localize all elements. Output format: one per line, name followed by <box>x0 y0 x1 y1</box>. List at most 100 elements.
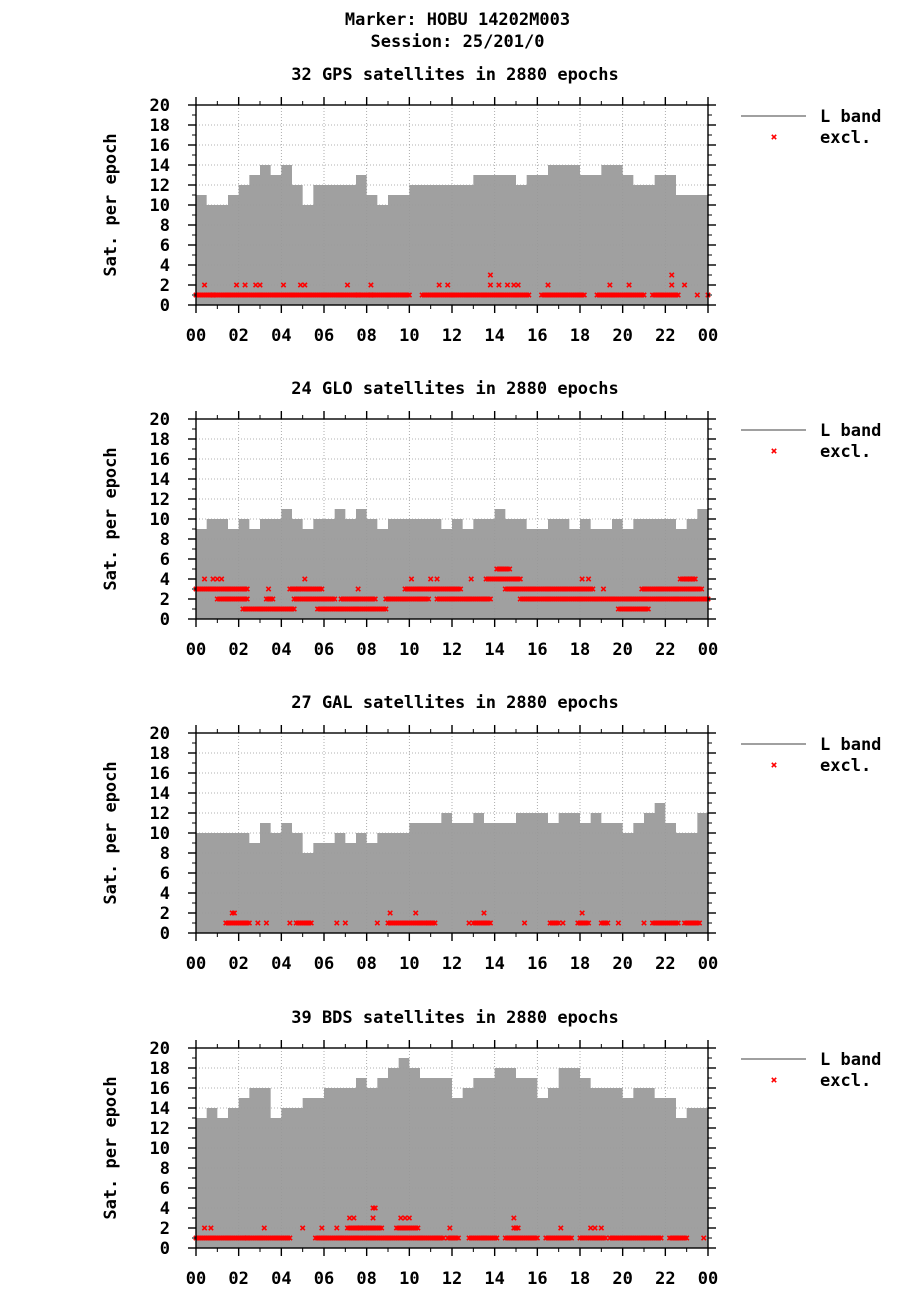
chart4-excl-point <box>455 1235 462 1241</box>
chart2-legend-l-band: L band <box>820 421 881 441</box>
chart3-title: 27 GAL satellites in 2880 epochs <box>291 693 619 713</box>
chart2-excl-point <box>506 566 513 572</box>
chart2-excl-point <box>585 576 592 582</box>
chart1-excl-point <box>280 282 287 288</box>
chart4-x-tick-label: 00 <box>698 1269 718 1289</box>
chart3-y-tick-label: 14 <box>150 784 170 804</box>
chart3-x-tick-label: 22 <box>655 954 675 974</box>
chart1-x-tick-label: 02 <box>228 326 248 346</box>
chart1-x-tick-label: 06 <box>314 326 334 346</box>
chart4-y-tick-label: 8 <box>160 1159 170 1179</box>
chart2-excl-point <box>214 576 221 582</box>
chart1-excl-point <box>355 292 361 298</box>
chart2-y-tick-label: 6 <box>160 550 170 570</box>
chart4-excl-point <box>568 1235 575 1241</box>
chart1-y-tick-label: 6 <box>160 236 170 256</box>
chart1-excl-point <box>668 282 675 288</box>
chart2-x-tick-label: 06 <box>314 640 334 660</box>
chart3-y-tick-label: 10 <box>150 824 170 844</box>
chart1-excl-point <box>545 282 551 288</box>
chart2-legend-excl: excl. <box>820 442 871 462</box>
chart1-excl-point <box>694 292 701 298</box>
chart3-excl-point <box>412 910 419 916</box>
chart2-excl-point <box>579 576 585 582</box>
chart4-y-axis-label: Sat. per epoch <box>101 1076 121 1219</box>
chart1-legend-excl-swatch <box>771 134 777 140</box>
chart3-y-tick-label: 6 <box>160 864 170 884</box>
chart1-y-tick-label: 0 <box>160 296 170 316</box>
chart4-excl-point <box>602 1235 609 1241</box>
chart3-legend-excl: excl. <box>820 756 871 776</box>
chart2-y-tick-label: 18 <box>150 430 170 450</box>
chart4-excl-point <box>415 1225 421 1231</box>
chart4-y-tick-label: 16 <box>150 1079 170 1099</box>
chart3-excl-point <box>604 920 611 926</box>
chart1-y-tick-label: 16 <box>150 136 170 156</box>
chart4-excl-point <box>700 1235 707 1241</box>
chart2-excl-point <box>590 586 596 592</box>
chart4-excl-point <box>592 1225 598 1231</box>
chart2-x-tick-label: 00 <box>186 640 206 660</box>
chart2-excl-point <box>600 586 607 592</box>
chart1-excl-point <box>444 282 451 288</box>
chart4-excl-point <box>346 1215 353 1221</box>
chart4-x-tick-label: 12 <box>442 1269 462 1289</box>
chart1-x-tick-label: 00 <box>698 326 718 346</box>
chart2-y-tick-label: 0 <box>160 610 170 630</box>
chart1-excl-point <box>257 282 263 288</box>
chart1-y-tick-label: 18 <box>150 116 170 136</box>
chart1-y-tick-label: 14 <box>150 156 170 176</box>
chart2-excl-point <box>372 596 378 602</box>
chart4-x-tick-label: 20 <box>612 1269 632 1289</box>
chart3-excl-point <box>555 920 562 926</box>
chart1-y-tick-label: 4 <box>160 256 170 276</box>
chart4-y-tick-label: 4 <box>160 1199 170 1219</box>
chart2-x-tick-label: 12 <box>442 640 462 660</box>
chart3-y-tick-label: 0 <box>160 924 170 944</box>
chart2-excl-point <box>244 596 250 602</box>
chart4-excl-point <box>351 1215 357 1221</box>
chart1-y-tick-label: 10 <box>150 196 170 216</box>
chart1-excl-point <box>242 282 248 288</box>
chart2-excl-point <box>457 586 464 592</box>
chart4-x-tick-label: 10 <box>399 1269 419 1289</box>
chart4-y-tick-label: 6 <box>160 1179 170 1199</box>
chart2-excl-point <box>690 576 696 582</box>
chart2-excl-point <box>218 576 225 582</box>
chart3-x-tick-label: 08 <box>356 954 376 974</box>
chart1-excl-point <box>406 292 413 298</box>
chart3-y-tick-label: 12 <box>150 804 170 824</box>
chart2-x-tick-label: 16 <box>527 640 547 660</box>
chart4-y-tick-label: 20 <box>150 1039 170 1059</box>
chart2-excl-point <box>265 586 272 592</box>
chart1-excl-point <box>504 282 511 288</box>
chart4-y-tick-label: 18 <box>150 1059 170 1079</box>
chart3-legend-l-band: L band <box>820 735 881 755</box>
chart1-y-axis-label: Sat. per epoch <box>101 133 121 276</box>
chart1-excl-point <box>487 282 494 288</box>
chart2-y-axis-label: Sat. per epoch <box>101 447 121 590</box>
chart2-excl-point <box>295 586 302 592</box>
chart2-excl-point <box>683 576 690 582</box>
chart4-excl-point <box>299 1225 306 1231</box>
chart4-excl-point <box>402 1215 408 1221</box>
chart2-x-tick-label: 20 <box>612 640 632 660</box>
chart1-excl-point <box>681 282 688 288</box>
chart3-excl-point <box>481 910 487 916</box>
chart3-y-tick-label: 4 <box>160 884 170 904</box>
chart4-excl-point <box>398 1215 404 1221</box>
chart2-x-tick-label: 10 <box>399 640 419 660</box>
chart1-excl-point <box>581 292 588 298</box>
chart2-excl-point <box>698 586 705 592</box>
chart2-y-tick-label: 20 <box>150 410 170 430</box>
chart1-x-tick-label: 10 <box>399 326 419 346</box>
chart2-x-tick-label: 04 <box>271 640 291 660</box>
chart3-x-tick-label: 04 <box>271 954 291 974</box>
chart4-excl-point <box>511 1215 517 1221</box>
chart4-excl-point <box>440 1235 447 1241</box>
chart1-excl-point <box>607 282 613 288</box>
chart4-excl-point <box>370 1215 376 1221</box>
chart3-excl-point <box>696 920 703 926</box>
chart1-excl-point <box>626 282 632 288</box>
chart2-y-tick-label: 8 <box>160 530 170 550</box>
